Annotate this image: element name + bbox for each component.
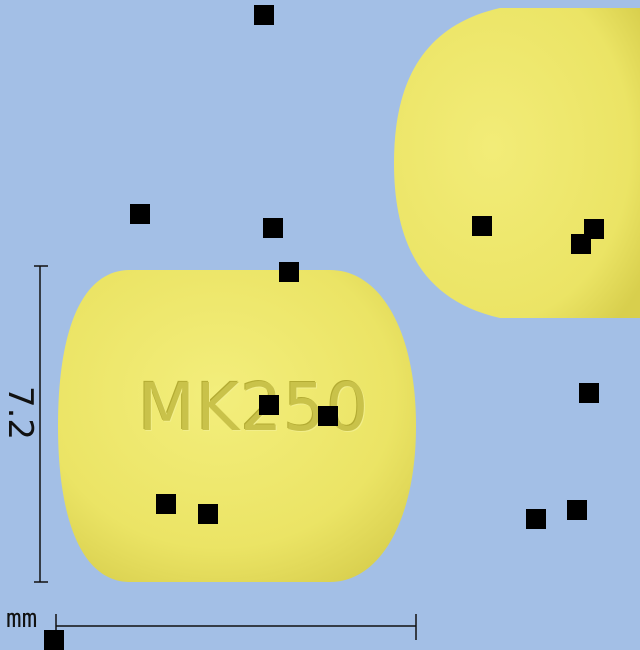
- marker-square: [156, 494, 176, 514]
- tablet-front-view: [58, 270, 416, 582]
- height-dimension-line: [34, 265, 48, 583]
- marker-square: [571, 234, 591, 254]
- width-dimension-line: [55, 614, 417, 640]
- marker-square: [279, 262, 299, 282]
- marker-square: [567, 500, 587, 520]
- height-measurement-label: 7.2: [0, 385, 40, 441]
- marker-square: [472, 216, 492, 236]
- marker-square: [263, 218, 283, 238]
- marker-square: [526, 509, 546, 529]
- marker-square: [130, 204, 150, 224]
- marker-square: [254, 5, 274, 25]
- marker-square: [318, 406, 338, 426]
- marker-square: [579, 383, 599, 403]
- marker-square: [44, 630, 64, 650]
- tablet-side-view: [394, 8, 640, 318]
- marker-square: [198, 504, 218, 524]
- tablet-imprint: MK250: [138, 369, 370, 446]
- unit-label: mm: [6, 604, 38, 634]
- marker-square: [259, 395, 279, 415]
